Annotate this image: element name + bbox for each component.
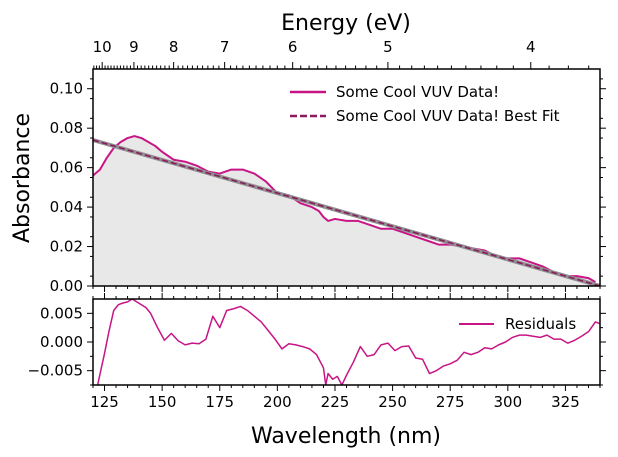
series-line-best-fit — [93, 139, 600, 286]
y-tick-label: 0.04 — [50, 198, 83, 216]
x-tick-label: 325 — [551, 393, 580, 411]
top-axis-title: Energy (eV) — [281, 11, 411, 36]
x-tick-label: 175 — [205, 393, 234, 411]
residual-series-layer — [96, 299, 600, 385]
y-axis-title: Absorbance — [10, 113, 35, 243]
main-ticks-layer: 0.00 0.02 0.04 0.06 0.08 0.10 10 9 8 7 6 5 4 — [50, 38, 606, 295]
y-tick-label: 0.00 — [50, 277, 83, 295]
main-series-layer — [93, 135, 600, 286]
x-tick-label: 150 — [148, 393, 177, 411]
x-tick-label: 275 — [436, 393, 465, 411]
top-tick-label: 5 — [383, 38, 393, 56]
residual-ticks-layer: 125 150 175 200 225 250 275 300 325 0.005 0.000 −0.… — [27, 293, 606, 411]
top-tick-label: 4 — [526, 38, 536, 56]
top-tick-label: 8 — [169, 38, 179, 56]
x-tick-label: 200 — [263, 393, 292, 411]
x-tick-label: 300 — [493, 393, 522, 411]
x-tick-label: 125 — [90, 393, 119, 411]
legend-label-best-fit: Some Cool VUV Data! Best Fit — [336, 107, 560, 125]
top-tick-label: 6 — [288, 38, 298, 56]
legend-label-data: Some Cool VUV Data! — [336, 83, 499, 101]
top-tick-label: 9 — [129, 38, 139, 56]
y-tick-label: 0.02 — [50, 238, 83, 256]
residual-legend: Residuals — [459, 315, 576, 333]
res-y-tick-label: 0.000 — [40, 333, 83, 351]
main-legend: Some Cool VUV Data! Some Cool VUV Data! … — [290, 83, 560, 125]
y-tick-label: 0.10 — [50, 80, 83, 98]
x-axis-title: Wavelength (nm) — [251, 424, 441, 449]
x-tick-label: 225 — [321, 393, 350, 411]
residual-plot-frame — [92, 298, 601, 386]
legend-label-residuals: Residuals — [505, 315, 576, 333]
y-tick-label: 0.06 — [50, 159, 83, 177]
res-y-tick-label: −0.005 — [27, 362, 83, 380]
top-tick-label: 7 — [220, 38, 230, 56]
res-y-tick-label: 0.005 — [40, 304, 83, 322]
x-tick-label: 250 — [378, 393, 407, 411]
y-tick-label: 0.08 — [50, 119, 83, 137]
series-line-residuals — [96, 299, 600, 385]
top-tick-label: 10 — [93, 38, 112, 56]
